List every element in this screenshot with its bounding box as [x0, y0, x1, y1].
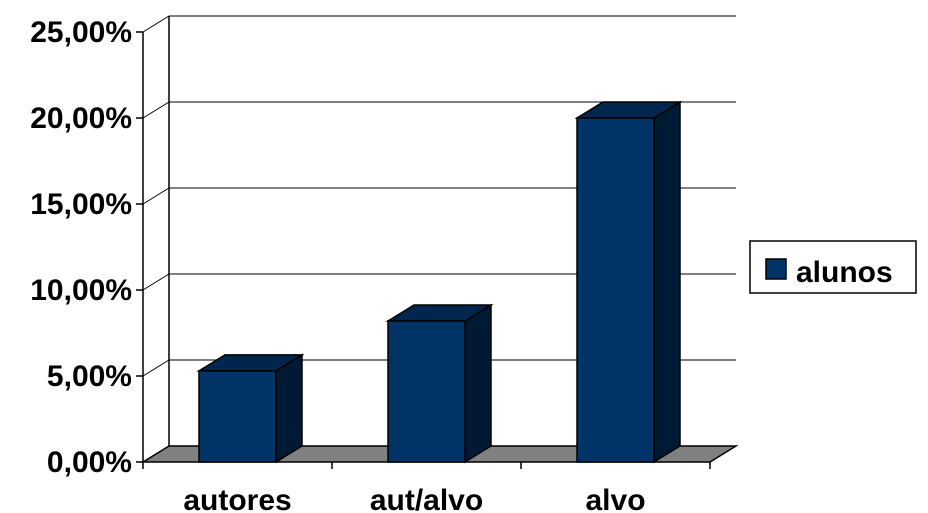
gridline-depth: [142, 15, 170, 33]
bar-alvo: [574, 100, 683, 464]
y-axis: 0,00% 5,00% 10,00% 15,00% 20,00% 25,00%: [30, 16, 144, 479]
gridline-depth: [142, 101, 170, 119]
category-label: aut/alvo: [370, 484, 483, 513]
y-tick-label: 10,00%: [30, 274, 132, 307]
bar-front: [576, 117, 655, 463]
bar-autores: [196, 353, 305, 464]
legend: alunos: [749, 240, 917, 294]
bar-side: [275, 353, 303, 464]
legend-swatch-alunos: [765, 258, 787, 280]
gridline-depth: [142, 187, 170, 205]
y-tick-label: 0,00%: [47, 446, 132, 479]
category-axis: autores aut/alvo alvo: [142, 462, 711, 513]
bar-front: [387, 320, 466, 463]
bar-aut-alvo: [385, 303, 494, 464]
category-label: alvo: [585, 484, 645, 513]
gridline-depth: [142, 273, 170, 291]
y-tick-label: 25,00%: [30, 16, 132, 49]
bar-side: [464, 303, 492, 464]
category-label: autores: [183, 484, 291, 513]
y-tick-label: 15,00%: [30, 188, 132, 221]
bar-side: [653, 100, 681, 464]
legend-label-alunos: alunos: [796, 256, 893, 289]
gridline-depth: [142, 359, 170, 377]
y-tick-label: 20,00%: [30, 102, 132, 135]
y-tick-label: 5,00%: [47, 360, 132, 393]
bars: [196, 100, 683, 464]
bar-front: [198, 370, 277, 463]
